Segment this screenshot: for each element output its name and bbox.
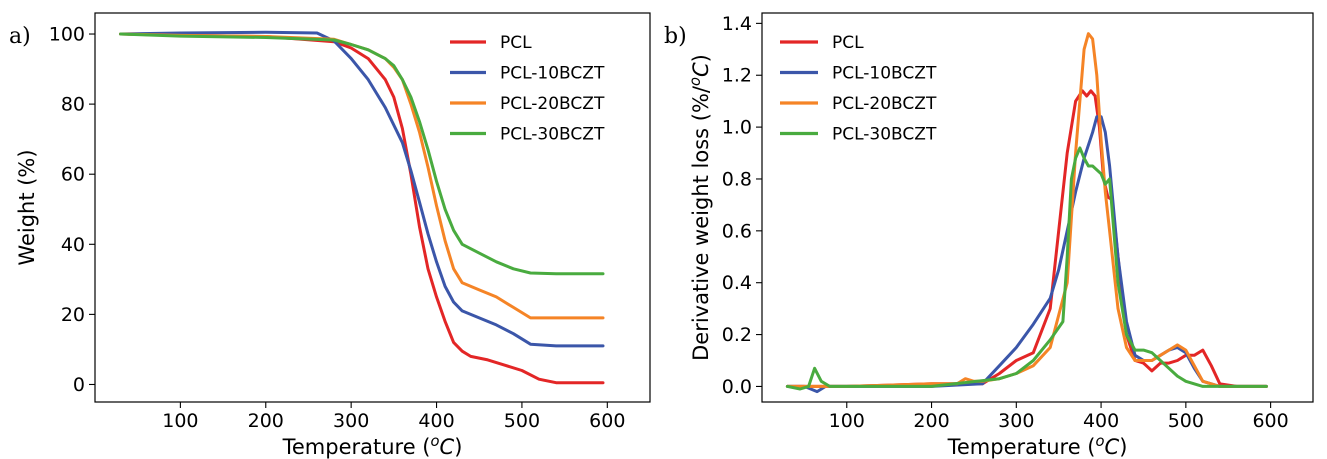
x-tick-label: 600 — [589, 410, 625, 432]
x-tick-label: 300 — [333, 410, 369, 432]
y-tick-label: 1.0 — [722, 117, 752, 139]
legend-label: PCL — [500, 33, 532, 53]
x-tick-label: 200 — [248, 410, 284, 432]
y-axis-label: Weight (%) — [15, 149, 39, 265]
panel-a-weight-chart: a) 100 200 300 400 500 600 0 20 40 60 80 100 Tempera… — [9, 12, 651, 459]
legend-label: PCL-10BCZT — [500, 64, 605, 84]
x-axis-label: Temperature (oC) — [282, 433, 463, 459]
y-tick-label: 80 — [61, 94, 85, 116]
y-tick-label: 0.4 — [722, 272, 752, 294]
y-tick-label: 60 — [61, 164, 85, 186]
panel-b-label: b) — [664, 24, 687, 49]
x-tick-label: 600 — [1252, 410, 1288, 432]
series-line-pcl-10bczt — [785, 115, 1268, 394]
x-tick-label: 200 — [913, 410, 949, 432]
series-line-pcl-10bczt — [119, 30, 605, 348]
x-tick-label: 500 — [504, 410, 540, 432]
y-tick-label: 100 — [49, 24, 85, 46]
y-tick-label: 0.0 — [722, 376, 752, 398]
y-tick-label: 1.2 — [722, 65, 752, 87]
panel-a-label: a) — [9, 24, 31, 49]
legend-label: PCL-10BCZT — [832, 64, 937, 84]
x-axis-label: Temperature (oC) — [947, 433, 1128, 459]
x-tick-label: 100 — [162, 410, 198, 432]
plot-frame — [94, 12, 651, 403]
legend-label: PCL-20BCZT — [500, 94, 605, 114]
y-tick-label: 0 — [73, 374, 85, 396]
plot-frame — [761, 12, 1314, 403]
x-tick-label: 400 — [418, 410, 454, 432]
y-tick-label: 1.4 — [722, 13, 752, 35]
legend-label: PCL-20BCZT — [832, 94, 937, 114]
y-tick-label: 0.2 — [722, 324, 752, 346]
x-tick-label: 100 — [829, 410, 865, 432]
series-line-pcl — [119, 32, 605, 385]
series-line-pcl-30bczt — [785, 146, 1268, 391]
x-tick-label: 500 — [1168, 410, 1204, 432]
y-tick-label: 40 — [61, 234, 85, 256]
y-tick-label: 0.8 — [722, 168, 752, 190]
legend-label: PCL-30BCZT — [500, 125, 605, 145]
panel-b-derivative-chart: b) 100 200 300 400 500 600 0.0 0.2 0.4 0.6 0.8 1.0 1… — [664, 12, 1314, 459]
y-tick-label: 20 — [61, 304, 85, 326]
x-tick-label: 300 — [998, 410, 1034, 432]
series-line-pcl-30bczt — [119, 32, 605, 276]
legend-label: PCL-30BCZT — [832, 125, 937, 145]
x-tick-label: 400 — [1083, 410, 1119, 432]
y-tick-label: 0.6 — [722, 220, 752, 242]
legend-label: PCL — [832, 33, 864, 53]
y-axis-label: Derivative weight loss (%/oC) — [687, 54, 714, 361]
